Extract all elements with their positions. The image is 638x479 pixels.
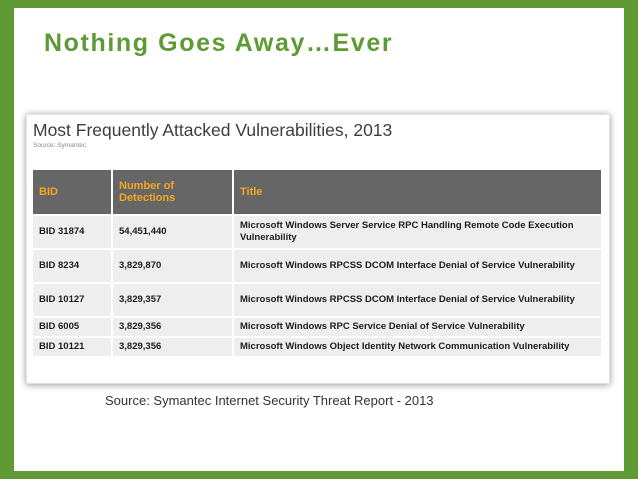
header-bid: BID [33,170,113,214]
cell-bid: BID 8234 [33,248,113,282]
cell-title: Microsoft Windows Server Service RPC Han… [234,214,601,248]
cell-detections: 54,451,440 [113,214,234,248]
vulnerability-table-wrap: BID Number of Detections Title BID 31874… [33,170,601,356]
slide: Nothing Goes Away…Ever Most Frequently A… [14,8,624,471]
figure-source: Source: Symantec [33,142,87,149]
vulnerability-figure: Most Frequently Attacked Vulnerabilities… [26,114,610,384]
cell-title: Microsoft Windows RPCSS DCOM Interface D… [234,248,601,282]
header-detections: Number of Detections [113,170,234,214]
table-row: BID 10121 3,829,356 Microsoft Windows Ob… [33,336,601,356]
cell-bid: BID 10121 [33,336,113,356]
cell-detections: 3,829,870 [113,248,234,282]
header-title: Title [234,170,601,214]
header-detections-line1: Number of [119,180,174,192]
source-caption: Source: Symantec Internet Security Threa… [105,393,434,408]
cell-bid: BID 10127 [33,282,113,316]
header-detections-line2: Detections [119,192,176,204]
vulnerability-table: BID Number of Detections Title BID 31874… [33,170,601,356]
cell-detections: 3,829,356 [113,336,234,356]
cell-bid: BID 6005 [33,316,113,336]
cell-title: Microsoft Windows RPC Service Denial of … [234,316,601,336]
table-row: BID 31874 54,451,440 Microsoft Windows S… [33,214,601,248]
cell-title: Microsoft Windows Object Identity Networ… [234,336,601,356]
table-row: BID 8234 3,829,870 Microsoft Windows RPC… [33,248,601,282]
figure-title: Most Frequently Attacked Vulnerabilities… [33,120,393,140]
table-header-row: BID Number of Detections Title [33,170,601,214]
slide-title: Nothing Goes Away…Ever [44,29,394,57]
cell-title: Microsoft Windows RPCSS DCOM Interface D… [234,282,601,316]
cell-detections: 3,829,356 [113,316,234,336]
cell-detections: 3,829,357 [113,282,234,316]
table-row: BID 10127 3,829,357 Microsoft Windows RP… [33,282,601,316]
table-row: BID 6005 3,829,356 Microsoft Windows RPC… [33,316,601,336]
cell-bid: BID 31874 [33,214,113,248]
